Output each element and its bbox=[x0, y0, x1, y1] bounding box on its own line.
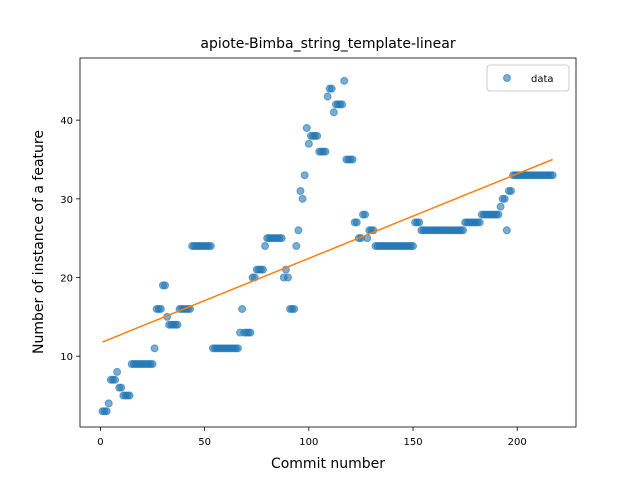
y-axis-label: Number of instance of a feature bbox=[31, 130, 47, 354]
data-point bbox=[409, 242, 418, 251]
data-point bbox=[261, 242, 270, 251]
data-point bbox=[302, 124, 311, 133]
data-point bbox=[111, 375, 120, 384]
x-tick-label: 200 bbox=[508, 437, 527, 448]
data-point bbox=[246, 328, 255, 337]
data-point bbox=[102, 407, 111, 416]
y-tick-label: 20 bbox=[60, 274, 73, 285]
fit-line bbox=[102, 158, 553, 343]
data-point bbox=[327, 84, 336, 93]
data-point bbox=[125, 391, 134, 400]
data-point bbox=[258, 265, 267, 274]
data-point bbox=[233, 344, 242, 353]
data-point bbox=[173, 320, 182, 329]
data-point bbox=[113, 367, 122, 376]
data-point bbox=[321, 147, 330, 156]
data-point bbox=[294, 226, 303, 235]
data-point bbox=[548, 171, 557, 180]
x-axis-label: Commit number bbox=[271, 456, 385, 472]
data-point bbox=[290, 304, 299, 313]
data-point bbox=[361, 210, 370, 219]
data-point bbox=[506, 186, 515, 195]
data-point bbox=[340, 76, 349, 85]
data-point bbox=[150, 344, 159, 353]
legend-label: data bbox=[531, 74, 554, 85]
data-point bbox=[329, 108, 338, 117]
data-point bbox=[292, 242, 301, 251]
axes-frame bbox=[79, 57, 577, 428]
data-point bbox=[104, 399, 113, 408]
data-point bbox=[313, 131, 322, 140]
data-point bbox=[348, 155, 357, 164]
y-tick-label: 30 bbox=[60, 195, 73, 206]
data-point bbox=[352, 218, 361, 227]
x-tick-label: 50 bbox=[198, 437, 211, 448]
data-point bbox=[500, 194, 509, 203]
data-point bbox=[459, 226, 468, 235]
x-tick-label: 150 bbox=[403, 437, 422, 448]
data-point bbox=[323, 92, 332, 101]
data-point bbox=[496, 202, 505, 211]
data-point bbox=[206, 242, 215, 251]
y-tick-label: 40 bbox=[60, 116, 73, 127]
data-point bbox=[298, 194, 307, 203]
x-tick-label: 100 bbox=[299, 437, 318, 448]
chart-title: apiote-Bimba_string_template-linear bbox=[200, 36, 455, 52]
data-point bbox=[238, 304, 247, 313]
data-point bbox=[494, 210, 503, 219]
data-point bbox=[300, 171, 309, 180]
data-point bbox=[475, 218, 484, 227]
data-point bbox=[338, 100, 347, 109]
data-point bbox=[117, 383, 126, 392]
legend-box bbox=[486, 64, 570, 92]
legend-marker bbox=[503, 74, 511, 82]
data-point bbox=[502, 226, 511, 235]
x-tick-label: 0 bbox=[97, 437, 103, 448]
data-point bbox=[156, 304, 165, 313]
data-point bbox=[277, 234, 286, 243]
data-point bbox=[148, 360, 157, 369]
data-point bbox=[415, 218, 424, 227]
data-point bbox=[283, 273, 292, 282]
data-point bbox=[304, 139, 313, 148]
y-tick-label: 10 bbox=[60, 352, 73, 363]
data-point bbox=[161, 281, 170, 290]
data-point bbox=[296, 186, 305, 195]
